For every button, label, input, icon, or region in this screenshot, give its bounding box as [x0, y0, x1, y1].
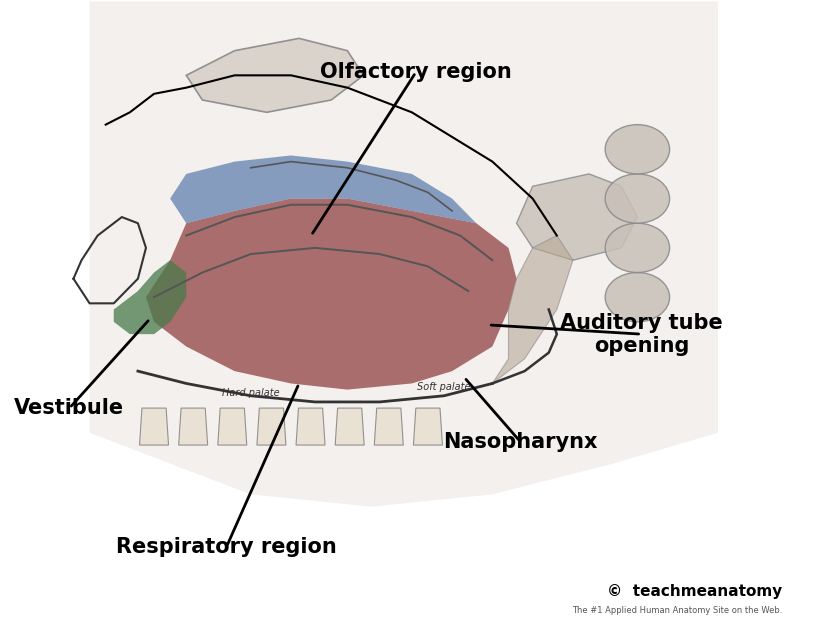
Polygon shape: [179, 408, 207, 445]
Polygon shape: [146, 199, 517, 389]
Text: The #1 Applied Human Anatomy Site on the Web.: The #1 Applied Human Anatomy Site on the…: [572, 605, 783, 615]
Text: Auditory tube
opening: Auditory tube opening: [560, 313, 723, 356]
Circle shape: [605, 223, 670, 272]
Polygon shape: [90, 1, 718, 507]
Text: Hard palate: Hard palate: [222, 387, 280, 397]
Polygon shape: [296, 408, 325, 445]
Polygon shape: [492, 236, 573, 383]
Text: ©  teachmeanatomy: © teachmeanatomy: [607, 584, 783, 599]
Polygon shape: [414, 408, 442, 445]
Polygon shape: [186, 38, 363, 112]
Polygon shape: [218, 408, 246, 445]
Circle shape: [605, 124, 670, 174]
Polygon shape: [335, 408, 364, 445]
Circle shape: [605, 272, 670, 322]
Text: Soft palate: Soft palate: [417, 381, 471, 392]
Polygon shape: [257, 408, 286, 445]
Polygon shape: [517, 174, 637, 260]
Polygon shape: [375, 408, 403, 445]
Text: Olfactory region: Olfactory region: [320, 63, 512, 82]
Text: Nasopharynx: Nasopharynx: [443, 432, 598, 452]
Polygon shape: [113, 260, 186, 334]
Text: Vestibule: Vestibule: [15, 398, 125, 418]
Text: Respiratory region: Respiratory region: [116, 537, 337, 556]
Polygon shape: [171, 155, 477, 223]
Polygon shape: [140, 408, 169, 445]
Circle shape: [605, 174, 670, 223]
